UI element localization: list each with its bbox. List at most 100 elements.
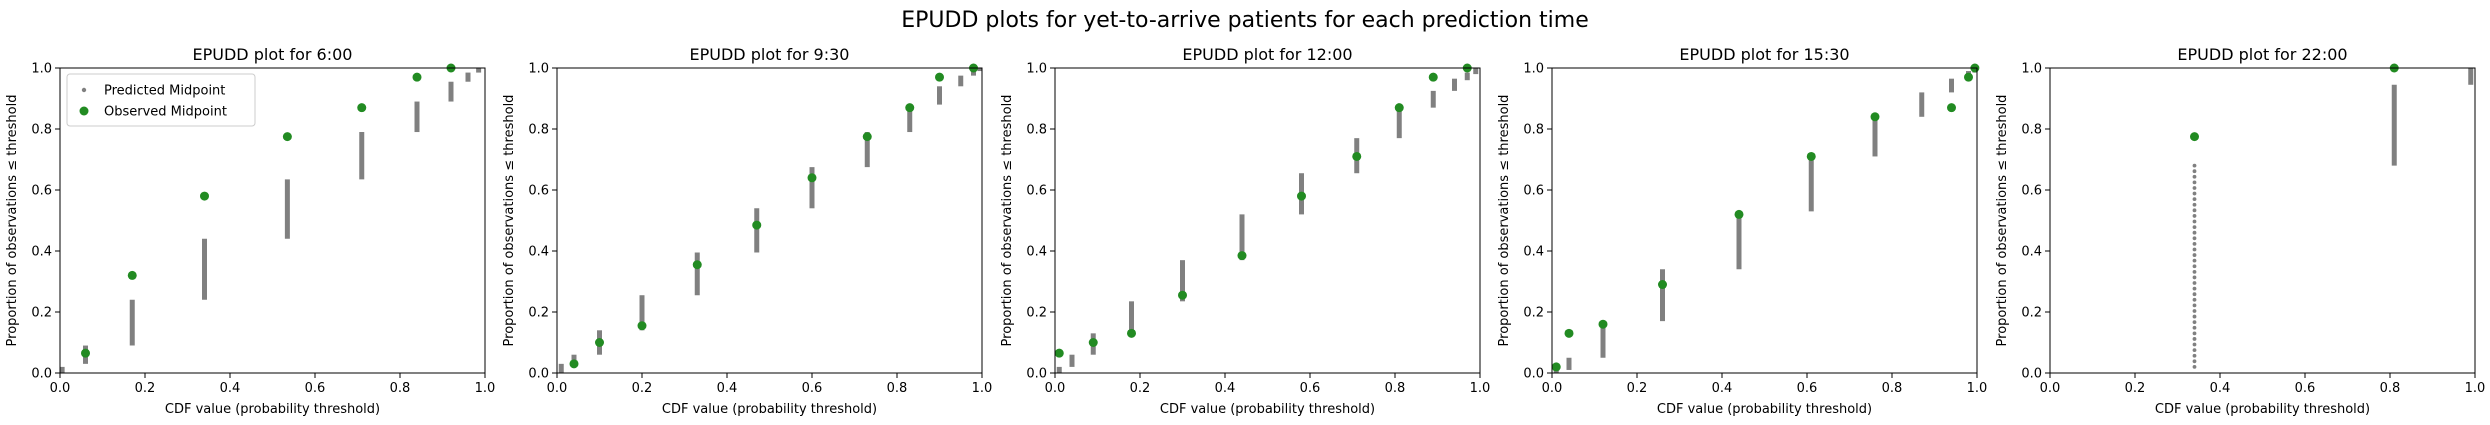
predicted-dot bbox=[2192, 342, 2197, 347]
predicted-dot bbox=[2192, 292, 2197, 297]
y-tick-label: 0.2 bbox=[2021, 306, 2042, 321]
y-tick-label: 1.0 bbox=[528, 62, 549, 77]
observed-midpoint bbox=[412, 72, 422, 82]
predicted-dot bbox=[2192, 180, 2197, 185]
observed-midpoint bbox=[127, 270, 137, 280]
y-tick-label: 0.4 bbox=[31, 245, 52, 260]
predicted-dot bbox=[2192, 325, 2197, 330]
x-tick-label: 0.4 bbox=[1712, 381, 1733, 396]
x-tick-label: 1.0 bbox=[972, 381, 993, 396]
predicted-dot bbox=[2192, 174, 2197, 179]
x-axis-label: CDF value (probability threshold) bbox=[2155, 402, 2370, 417]
predicted-dot bbox=[2192, 303, 2197, 308]
x-tick-label: 0.8 bbox=[887, 381, 908, 396]
y-tick-label: 0.2 bbox=[528, 306, 549, 321]
x-tick-label: 0.0 bbox=[1542, 381, 1563, 396]
subplot-3: 0.0 0.2 0.4 0.6 0.8 1.0 0.0 0.2 0.4 0.6 0.8 1.0 EPUD… bbox=[1000, 45, 1490, 417]
x-tick-label: 0.6 bbox=[1797, 381, 1818, 396]
y-tick-label: 1.0 bbox=[2021, 62, 2042, 77]
x-tick-label: 0.4 bbox=[1215, 381, 1236, 396]
observed-midpoint bbox=[637, 321, 647, 331]
legend-observed-label: Observed Midpoint bbox=[104, 105, 227, 120]
y-tick-label: 0.0 bbox=[1026, 367, 1047, 382]
predicted-dot bbox=[2192, 247, 2197, 252]
y-tick-label: 0.6 bbox=[528, 184, 549, 199]
observed-midpoint bbox=[1564, 328, 1574, 338]
y-tick-label: 0.0 bbox=[2021, 367, 2042, 382]
observed-midpoint bbox=[1352, 151, 1362, 161]
axes-frame bbox=[59, 67, 486, 374]
observed-midpoint bbox=[1734, 209, 1744, 219]
y-tick-label: 0.8 bbox=[31, 123, 52, 138]
observed-midpoint bbox=[1806, 151, 1816, 161]
x-tick-label: 1.0 bbox=[1967, 381, 1988, 396]
predicted-dot bbox=[2192, 169, 2197, 174]
observed-midpoint bbox=[1297, 191, 1306, 201]
y-tick-label: 0.6 bbox=[1026, 184, 1047, 199]
predicted-dot bbox=[2192, 314, 2197, 319]
x-tick-label: 0.0 bbox=[50, 381, 71, 396]
predicted-dot bbox=[2192, 320, 2197, 325]
observed-midpoint bbox=[200, 191, 209, 201]
axes-frame bbox=[1551, 67, 1978, 374]
y-tick-label: 0.6 bbox=[1523, 184, 1544, 199]
x-tick-label: 0.6 bbox=[2295, 381, 2316, 396]
x-tick-label: 0.2 bbox=[2125, 381, 2146, 396]
subplot-title: EPUDD plot for 6:00 bbox=[193, 45, 353, 64]
x-axis-label: CDF value (probability threshold) bbox=[1160, 402, 1375, 417]
observed-midpoint bbox=[1428, 72, 1438, 82]
y-axis-label: Proportion of observations ≤ threshold bbox=[1000, 95, 1015, 347]
predicted-dot bbox=[2192, 331, 2197, 336]
y-tick-label: 0.8 bbox=[528, 123, 549, 138]
subplot-title: EPUDD plot for 15:30 bbox=[1679, 45, 1849, 64]
x-tick-label: 1.0 bbox=[1470, 381, 1491, 396]
x-tick-label: 0.0 bbox=[547, 381, 568, 396]
y-tick-label: 0.8 bbox=[2021, 123, 2042, 138]
y-tick-label: 0.8 bbox=[1523, 123, 1544, 138]
y-axis-label: Proportion of observations ≤ threshold bbox=[502, 95, 517, 347]
legend-box bbox=[66, 73, 256, 127]
observed-midpoint bbox=[807, 173, 817, 183]
predicted-dot bbox=[2192, 359, 2197, 364]
x-tick-label: 0.8 bbox=[1882, 381, 1903, 396]
x-tick-label: 0.6 bbox=[305, 381, 326, 396]
y-tick-label: 1.0 bbox=[1523, 62, 1544, 77]
predicted-dot bbox=[2192, 236, 2197, 241]
y-tick-label: 1.0 bbox=[1026, 62, 1047, 77]
observed-midpoint bbox=[569, 359, 579, 369]
predicted-dot bbox=[2192, 258, 2197, 263]
subplot-5: 0.0 0.2 0.4 0.6 0.8 1.0 0.0 0.2 0.4 0.6 0.8 1.0 EPUD… bbox=[1995, 45, 2485, 417]
x-tick-label: 0.2 bbox=[1130, 381, 1151, 396]
observed-midpoint bbox=[752, 220, 762, 230]
observed-midpoint bbox=[81, 348, 90, 358]
y-tick-label: 0.6 bbox=[31, 184, 52, 199]
y-tick-label: 0.0 bbox=[528, 367, 549, 382]
predicted-dot bbox=[2192, 269, 2197, 274]
subplot-2: 0.0 0.2 0.4 0.6 0.8 1.0 0.0 0.2 0.4 0.6 0.8 1.0 EPUD… bbox=[502, 45, 992, 417]
x-tick-label: 0.0 bbox=[2040, 381, 2061, 396]
observed-midpoint bbox=[1551, 362, 1561, 372]
x-tick-label: 0.0 bbox=[1045, 381, 1066, 396]
observed-midpoint bbox=[595, 338, 604, 347]
predicted-dot bbox=[2192, 191, 2197, 196]
axes-frame bbox=[2049, 67, 2476, 374]
observed-midpoint bbox=[1658, 280, 1667, 290]
x-tick-label: 0.2 bbox=[632, 381, 653, 396]
predicted-dot bbox=[2192, 337, 2197, 341]
predicted-dot bbox=[2192, 202, 2197, 207]
observed-midpoint bbox=[1127, 328, 1136, 338]
observed-midpoint bbox=[1237, 251, 1247, 261]
x-tick-label: 0.2 bbox=[1627, 381, 1648, 396]
y-tick-label: 0.4 bbox=[1026, 245, 1047, 260]
x-tick-label: 0.6 bbox=[1300, 381, 1321, 396]
observed-midpoint bbox=[1088, 338, 1098, 347]
predicted-dot bbox=[2192, 281, 2197, 285]
x-tick-label: 1.0 bbox=[2465, 381, 2486, 396]
x-tick-label: 1.0 bbox=[475, 381, 496, 396]
predicted-dot bbox=[2192, 264, 2197, 269]
subplot-1: 0.0 0.2 0.4 0.6 0.8 1.0 0.0 0.2 0.4 0.6 0.8 1.0 EPUD… bbox=[5, 45, 495, 417]
y-axis-label: Proportion of observations ≤ threshold bbox=[1497, 95, 1512, 347]
predicted-dot bbox=[2192, 353, 2197, 358]
predicted-dot bbox=[2192, 253, 2197, 257]
